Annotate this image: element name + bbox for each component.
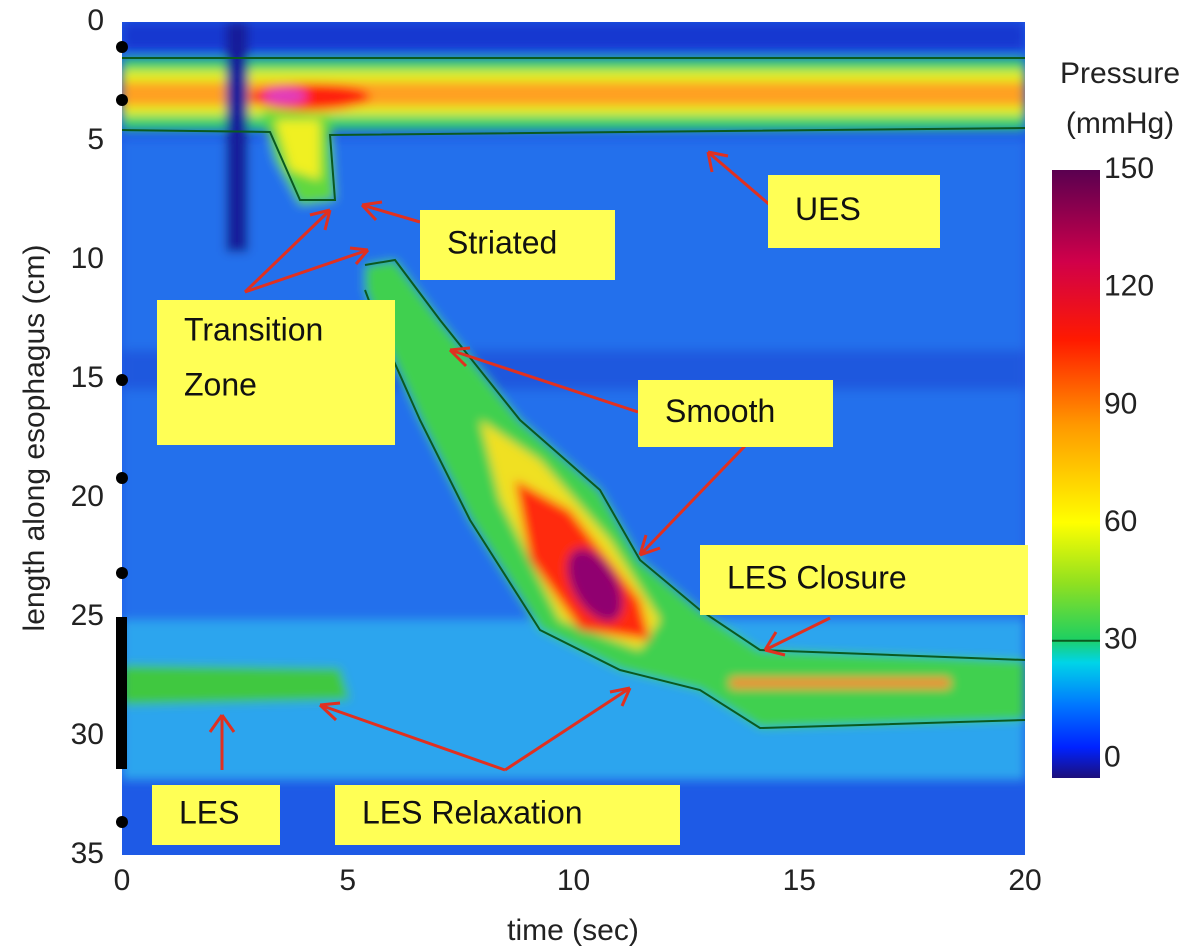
y-tick-label: 5 [87, 123, 104, 156]
annotation-box [638, 380, 833, 447]
x-tick-label: 15 [783, 864, 816, 897]
colorbar-title: (mmHg) [1066, 107, 1174, 140]
y-tick-label: 30 [71, 718, 104, 751]
annotation-box [420, 210, 615, 280]
x-axis-title: time (sec) [507, 914, 639, 947]
colorbar-tick-label: 120 [1104, 270, 1154, 303]
colorbar-tick-label: 0 [1104, 740, 1121, 773]
y-tick-label: 15 [71, 361, 104, 394]
annotation-label: UES [795, 191, 861, 227]
annotation-label: Transition [184, 311, 323, 347]
x-tick-label: 20 [1008, 864, 1041, 897]
x-tick-label: 10 [557, 864, 590, 897]
y-tick-label: 20 [71, 480, 104, 513]
colorbar-title: Pressure [1060, 57, 1180, 90]
sensor-markers [116, 41, 128, 828]
y-axis-title: length along esophagus (cm) [18, 245, 51, 632]
colorbar-tick-label: 30 [1104, 623, 1137, 656]
annotation-box [157, 300, 395, 445]
colorbar-tick-label: 150 [1104, 152, 1154, 185]
annotation-label: LES Closure [727, 559, 907, 595]
annotation-label: Smooth [665, 393, 775, 429]
annotation-label: LES Relaxation [362, 794, 583, 830]
arrows [208, 150, 831, 772]
y-tick-label: 10 [71, 242, 104, 275]
annotation-label: LES [179, 794, 239, 830]
y-tick-label: 25 [71, 599, 104, 632]
x-tick-label: 5 [339, 864, 356, 897]
colorbar [1052, 170, 1100, 778]
y-tick-label: 0 [87, 4, 104, 37]
annotation-label: Zone [184, 366, 257, 402]
annotation-box [700, 545, 1028, 615]
x-tick-label: 0 [114, 864, 131, 897]
annotation-box [152, 785, 280, 845]
colorbar-tick-label: 90 [1104, 387, 1137, 420]
y-tick-label: 35 [71, 837, 104, 870]
annotation-label: Striated [447, 224, 557, 260]
annotation-box [335, 785, 680, 845]
colorbar-tick-label: 60 [1104, 505, 1137, 538]
annotation-box [768, 175, 940, 248]
